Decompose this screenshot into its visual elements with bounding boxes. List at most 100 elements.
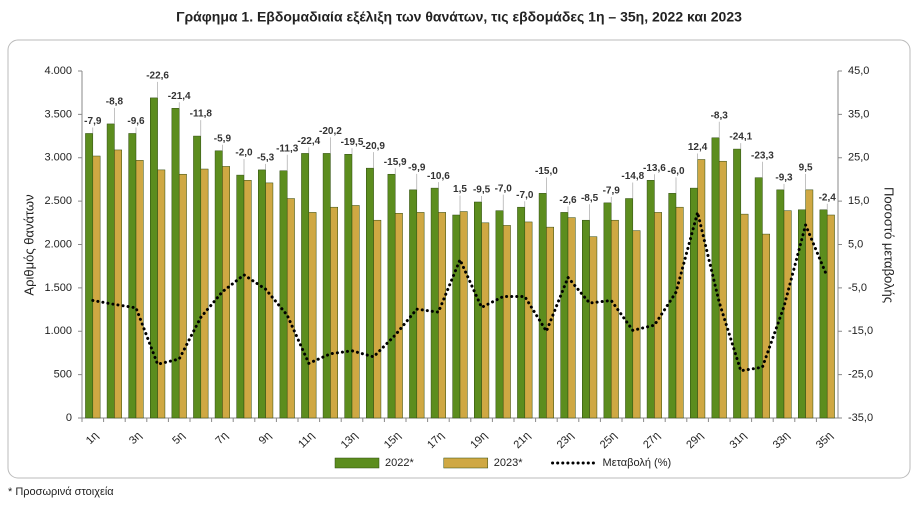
bar xyxy=(502,225,511,419)
value-label: 9,5 xyxy=(799,162,813,173)
y-tick-label: 3.500 xyxy=(44,108,72,120)
value-label: -15,9 xyxy=(384,157,407,168)
value-label: -8,8 xyxy=(106,97,124,108)
bar xyxy=(366,167,374,419)
bar xyxy=(265,182,274,419)
bar xyxy=(805,189,814,419)
bar xyxy=(286,198,295,419)
bar xyxy=(733,148,742,419)
bar xyxy=(416,212,425,419)
legend-label: 2023* xyxy=(494,457,523,469)
bar xyxy=(200,168,209,419)
y2-axis-title: Ποσοστό μεταβολής xyxy=(882,187,897,303)
bar xyxy=(330,206,338,419)
value-label: -14,8 xyxy=(621,171,644,182)
value-label: -2,6 xyxy=(559,195,577,206)
bar xyxy=(697,159,706,419)
bar xyxy=(114,149,122,419)
value-label: -7,9 xyxy=(84,116,102,127)
bar xyxy=(236,174,245,419)
y-tick-label: 1.000 xyxy=(44,325,72,337)
bar xyxy=(171,108,180,419)
y-tick-label: 2.000 xyxy=(44,238,72,250)
bar xyxy=(157,169,166,419)
bar xyxy=(776,189,785,419)
legend-swatch xyxy=(443,457,489,469)
value-label: 12,4 xyxy=(688,142,708,153)
value-label: -23,3 xyxy=(751,150,774,161)
bar xyxy=(546,226,554,419)
bar xyxy=(625,198,634,419)
legend-swatch xyxy=(334,457,380,469)
y-tick-label: 0 xyxy=(66,412,72,424)
value-label: -24,1 xyxy=(729,132,752,143)
chart-title: Γράφημα 1. Εβδομαδιαία εξέλιξη των θανάτ… xyxy=(176,9,742,25)
value-label: -20,2 xyxy=(319,126,342,137)
bar xyxy=(783,210,792,419)
y-tick-label: 4.000 xyxy=(44,65,72,77)
bar xyxy=(632,230,641,419)
y2-tick-label: 35,0 xyxy=(848,108,869,120)
bar xyxy=(762,233,770,419)
value-label: -13,6 xyxy=(643,163,666,174)
value-label: 1,5 xyxy=(453,184,467,195)
value-label: -2,0 xyxy=(235,148,253,159)
value-label: -9,9 xyxy=(408,162,426,173)
y-tick-label: 3.000 xyxy=(44,152,72,164)
bar xyxy=(258,169,266,419)
bar xyxy=(610,219,619,419)
bar xyxy=(495,210,504,419)
bar xyxy=(135,160,144,419)
bar xyxy=(128,133,137,419)
bar xyxy=(524,221,533,419)
value-label: -19,5 xyxy=(341,137,364,148)
bar xyxy=(438,212,446,419)
value-label: -20,9 xyxy=(362,141,385,152)
value-label: -15,0 xyxy=(535,166,558,177)
bar xyxy=(150,97,158,419)
bar xyxy=(668,193,677,419)
legend-label: 2022* xyxy=(385,457,414,469)
y-tick-label: 500 xyxy=(54,369,72,381)
bar xyxy=(718,160,727,419)
bar xyxy=(85,133,94,419)
y-tick-label: 1.500 xyxy=(44,282,72,294)
value-label: -9,5 xyxy=(473,185,491,196)
bar xyxy=(308,212,317,419)
value-label: -9,6 xyxy=(127,116,145,127)
bar xyxy=(178,173,187,419)
bar xyxy=(538,193,547,419)
bar xyxy=(243,180,252,419)
value-label: -9,3 xyxy=(775,172,793,183)
bar xyxy=(589,236,598,419)
bar xyxy=(193,135,202,419)
value-label: -7,0 xyxy=(516,190,534,201)
value-label: -21,4 xyxy=(168,91,191,102)
y2-tick-label: -15,0 xyxy=(848,325,873,337)
value-label: -5,9 xyxy=(214,133,232,144)
y-tick-label: 2.500 xyxy=(44,195,72,207)
bar xyxy=(819,209,828,419)
y2-tick-label: -35,0 xyxy=(848,412,873,424)
bar xyxy=(740,213,749,419)
y2-tick-label: 45,0 xyxy=(848,65,869,77)
value-label: -7,9 xyxy=(603,186,621,197)
bar xyxy=(603,202,612,419)
bar xyxy=(517,206,526,419)
value-label: -8,5 xyxy=(581,193,599,204)
y2-tick-label: 15,0 xyxy=(848,195,869,207)
value-label: -2,4 xyxy=(819,192,837,203)
bar xyxy=(459,211,468,419)
y2-tick-label: 25,0 xyxy=(848,152,869,164)
bar xyxy=(409,189,418,419)
y2-tick-label: -25,0 xyxy=(848,369,873,381)
bar xyxy=(654,212,662,419)
value-label: -22,4 xyxy=(297,136,320,147)
bar xyxy=(92,155,101,419)
bar xyxy=(826,214,835,419)
y-axis-title: Αριθμός θανάτων xyxy=(21,194,36,295)
bar xyxy=(106,123,115,419)
value-label: -5,3 xyxy=(257,153,275,164)
bar xyxy=(373,219,382,419)
